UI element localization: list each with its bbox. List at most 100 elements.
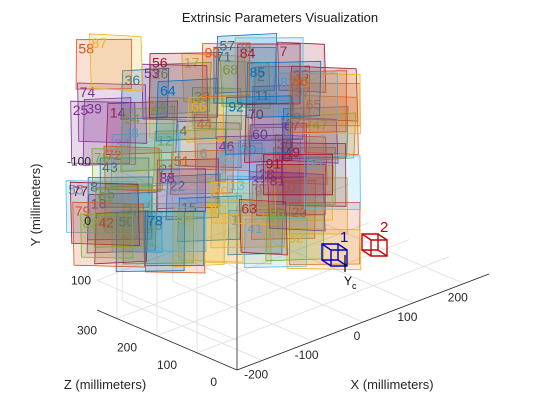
pattern-label: 83 [280, 74, 296, 90]
pattern-label: 38 [206, 201, 222, 217]
pattern-label: 84 [240, 45, 256, 61]
pattern-board [288, 73, 361, 135]
camera-edge [377, 233, 388, 241]
pattern-board [263, 153, 334, 196]
pattern-label: 60 [252, 126, 268, 142]
camera-edge [321, 243, 332, 251]
camera-axis-label: Y [344, 274, 352, 288]
pattern-label: 91 [266, 155, 282, 171]
pattern-label: 48 [123, 125, 139, 141]
x-tick-label: 0 [354, 329, 361, 343]
pattern-board [215, 33, 278, 94]
tick-labels: -200 -100 0 100 200 0 100 200 300 -100 0 100 [67, 155, 468, 389]
pattern-board [80, 213, 134, 259]
pattern-label: 56 [152, 55, 168, 71]
pattern-board [156, 168, 206, 213]
pattern-label: 30 [277, 136, 293, 152]
pattern-board [277, 72, 338, 123]
y-tick-label: 0 [84, 214, 91, 228]
pattern-label: 18 [91, 196, 107, 212]
camera-edge [321, 259, 332, 267]
pattern-label: 51 [174, 153, 190, 169]
pattern-board [203, 199, 272, 265]
pattern-label: 68 [222, 62, 238, 78]
grid-line [96, 124, 350, 222]
pattern-board [110, 132, 181, 187]
z-tick-label: 200 [117, 341, 137, 355]
pattern-label: 63 [241, 200, 257, 216]
pattern-board [89, 33, 144, 92]
pattern-label: 24 [151, 98, 167, 114]
pattern-label: 2 [257, 68, 265, 84]
pattern-label: 52 [288, 229, 304, 245]
cameras: 1 2 Y c [321, 219, 388, 291]
pattern-board [196, 142, 263, 204]
camera-axis-subscript: c [352, 281, 357, 291]
grid-line [96, 279, 238, 341]
pattern-board [103, 145, 161, 192]
pattern-board [65, 180, 138, 234]
pattern-board [289, 70, 348, 134]
pattern-board [265, 203, 325, 262]
grid-line [196, 256, 450, 354]
pattern-label: 70 [248, 106, 264, 122]
pattern-label: 59 [177, 209, 193, 225]
pattern-board [120, 67, 170, 120]
camera-edge [337, 243, 348, 251]
z-tick-label: 0 [210, 375, 217, 389]
grid-line [122, 299, 263, 361]
pattern-label: 27 [114, 212, 130, 228]
pattern-label: 26 [153, 66, 169, 82]
pattern-label: 93 [205, 44, 221, 60]
pattern-board [282, 142, 347, 207]
pattern-label: 44 [197, 116, 213, 132]
x-tick-label: -200 [244, 367, 268, 381]
pattern-label: 82 [83, 215, 99, 231]
pattern-label: 66 [191, 98, 207, 114]
pattern-label: 7 [280, 43, 288, 59]
pattern-board [77, 82, 148, 144]
y-axis-label: Y (millimeters) [28, 164, 43, 247]
pattern-board [144, 210, 205, 267]
pattern-label: 80 [213, 183, 229, 199]
pattern-label: 11 [255, 88, 270, 104]
pattern-board [94, 185, 158, 248]
grid-line [156, 239, 410, 337]
axis-line [236, 273, 490, 371]
pattern-label: 79 [75, 203, 91, 219]
pattern-board [213, 46, 277, 104]
pattern-label: 85 [250, 64, 266, 80]
pattern-label: 87 [91, 35, 107, 51]
pattern-label: 16 [147, 217, 163, 233]
camera-label: 2 [380, 219, 388, 236]
pattern-board [201, 42, 251, 97]
pattern-label: 92 [228, 98, 244, 114]
pattern-board [245, 60, 322, 118]
camera-edge [377, 249, 388, 257]
pattern-label: 6 [200, 145, 208, 161]
grid [96, 45, 490, 371]
pattern-label: 86 [293, 73, 309, 89]
pattern-board [148, 52, 219, 119]
pattern-board [308, 112, 357, 162]
grid-line [96, 183, 350, 281]
pattern-label: 5 [107, 185, 115, 201]
pattern-label: 32 [251, 173, 267, 189]
grid-line [273, 242, 414, 304]
pattern-label: 39 [86, 100, 102, 116]
pattern-label: 34 [114, 136, 130, 152]
pattern-label: 75 [94, 150, 110, 166]
pattern-label: 57 [220, 37, 236, 53]
pattern-board [210, 181, 277, 225]
camera-label: 1 [340, 229, 348, 246]
y-tick-label: 100 [71, 273, 91, 287]
x-axis-label: X (millimeters) [350, 377, 433, 392]
pattern-label: 71 [216, 48, 232, 64]
pattern-board [170, 149, 235, 195]
pattern-label: 40 [126, 205, 142, 221]
x-tick-label: 100 [397, 310, 417, 324]
pattern-label: 1 [231, 212, 239, 228]
